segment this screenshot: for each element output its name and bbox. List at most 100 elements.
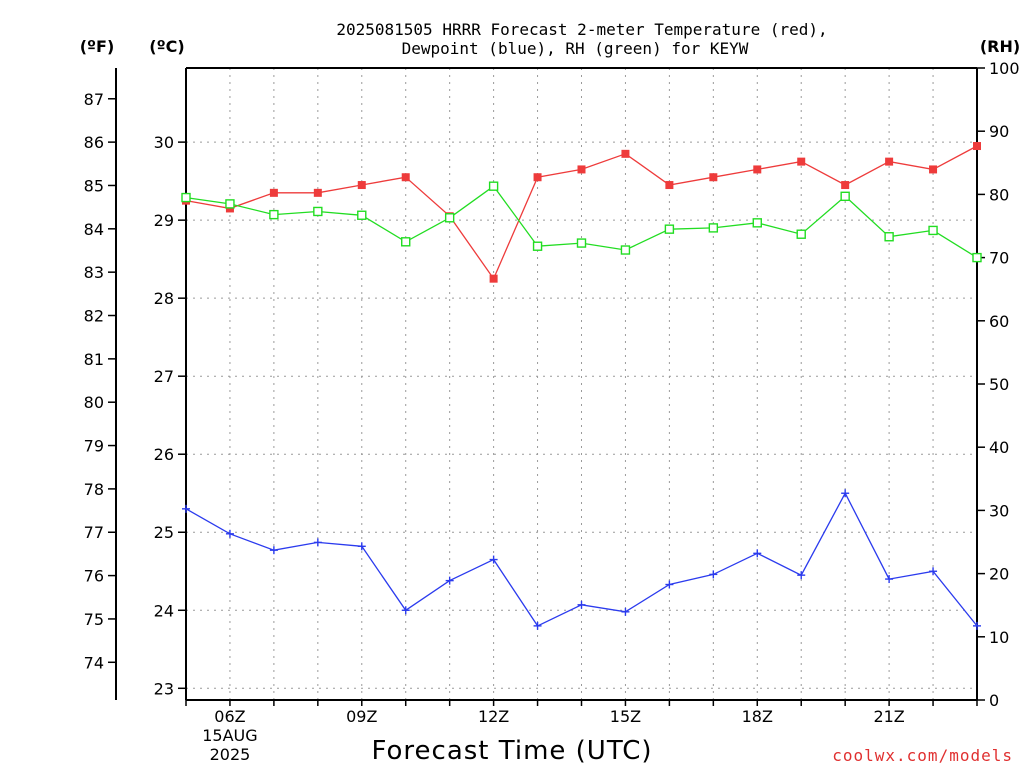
fahrenheit-tick-label: 74 xyxy=(84,653,104,672)
data-point xyxy=(182,504,190,513)
x-tick-label: 15Z xyxy=(610,707,641,726)
celsius-tick-label: 25 xyxy=(154,523,174,542)
x-axis-label: Forecast Time (UTC) xyxy=(371,736,652,766)
data-point xyxy=(269,546,278,555)
data-point xyxy=(577,600,586,609)
data-point xyxy=(532,241,543,251)
data-point xyxy=(928,225,938,236)
data-point xyxy=(269,209,279,220)
fahrenheit-tick-label: 85 xyxy=(84,176,104,195)
data-point xyxy=(357,181,366,190)
data-point xyxy=(709,570,718,579)
celsius-tick-label: 26 xyxy=(154,445,174,464)
rh-tick-label: 30 xyxy=(989,501,1009,520)
data-point xyxy=(753,549,762,558)
data-point xyxy=(797,571,806,580)
rh-tick-label: 40 xyxy=(989,438,1009,457)
fahrenheit-tick-label: 83 xyxy=(84,263,104,282)
data-point xyxy=(973,142,981,151)
data-point xyxy=(225,199,235,209)
data-point xyxy=(665,181,674,190)
data-point xyxy=(313,188,322,197)
data-point xyxy=(401,237,411,247)
data-point xyxy=(444,213,455,223)
fahrenheit-tick-label: 80 xyxy=(84,393,104,412)
data-point xyxy=(489,274,498,283)
data-point xyxy=(665,580,674,589)
fahrenheit-unit-label: (ºF) xyxy=(80,37,115,56)
series-open-square xyxy=(181,181,982,263)
chart-title-line1: 2025081505 HRRR Forecast 2-meter Tempera… xyxy=(336,20,827,39)
data-point xyxy=(709,173,718,182)
celsius-tick-label: 30 xyxy=(154,133,174,152)
data-point xyxy=(708,223,719,233)
data-point xyxy=(884,232,894,242)
fahrenheit-tick-label: 75 xyxy=(84,610,104,629)
x-tick-label: 12Z xyxy=(478,707,509,726)
data-point xyxy=(577,165,586,174)
data-point xyxy=(488,181,499,191)
data-point xyxy=(753,165,762,174)
celsius-tick-label: 24 xyxy=(154,601,174,620)
celsius-tick-label: 29 xyxy=(154,211,174,230)
rh-tick-label: 20 xyxy=(989,565,1009,584)
x-tick-label: 21Z xyxy=(873,707,904,726)
rh-unit-label: (RH) xyxy=(980,37,1020,56)
data-point xyxy=(445,576,454,585)
axes: 23 24 25 26 27 28 29 30 74 75 76 77 78 79 80 81 82 83 84 85… xyxy=(84,59,1020,764)
x-tick-label: 09Z xyxy=(346,707,377,726)
fahrenheit-tick-label: 77 xyxy=(84,523,104,542)
data-point xyxy=(313,206,323,217)
fahrenheit-tick-label: 84 xyxy=(84,220,104,239)
celsius-tick-label: 27 xyxy=(154,367,174,386)
data-point xyxy=(885,575,894,584)
data-point xyxy=(621,607,630,616)
rh-tick-label: 0 xyxy=(989,691,999,710)
data-point xyxy=(225,529,234,538)
data-point xyxy=(664,224,675,234)
data-point xyxy=(357,542,366,551)
rh-tick-label: 10 xyxy=(989,628,1009,647)
x-tick-label: 06Z xyxy=(214,707,245,726)
data-point xyxy=(972,252,982,263)
data-point xyxy=(620,245,631,255)
data-point xyxy=(621,149,630,158)
series-plus xyxy=(182,489,981,630)
data-point xyxy=(576,238,587,248)
fahrenheit-tick-label: 87 xyxy=(84,90,104,109)
rh-tick-label: 90 xyxy=(989,122,1009,141)
x-tick-date: 15AUG xyxy=(202,726,257,745)
data-point xyxy=(752,218,762,228)
data-point xyxy=(973,621,981,630)
fahrenheit-tick-label: 76 xyxy=(84,567,104,586)
fahrenheit-tick-label: 79 xyxy=(84,437,104,456)
data-point xyxy=(841,181,850,190)
fahrenheit-tick-label: 78 xyxy=(84,480,104,499)
fahrenheit-tick-label: 82 xyxy=(84,307,104,326)
data-point xyxy=(533,621,542,630)
chart-title-line2: Dewpoint (blue), RH (green) for KEYW xyxy=(402,39,749,58)
x-tick-label: 18Z xyxy=(742,707,773,726)
data-point xyxy=(885,157,894,166)
source-credit: coolwx.com/models xyxy=(832,746,1013,765)
rh-tick-label: 50 xyxy=(989,375,1009,394)
data-point xyxy=(401,173,410,182)
fahrenheit-tick-label: 81 xyxy=(84,350,104,369)
x-tick-year: 2025 xyxy=(210,745,251,764)
data-point xyxy=(489,555,498,564)
celsius-tick-label: 28 xyxy=(154,289,174,308)
data-point xyxy=(401,606,410,615)
data-point xyxy=(181,192,191,203)
data-point xyxy=(840,191,850,201)
data-point xyxy=(929,567,938,576)
data-point xyxy=(796,229,806,239)
data-point xyxy=(313,538,322,547)
celsius-tick-label: 23 xyxy=(154,679,174,698)
data-point xyxy=(269,188,278,197)
data-point xyxy=(797,157,806,166)
rh-tick-label: 80 xyxy=(989,185,1009,204)
data-point xyxy=(533,173,542,182)
rh-tick-label: 60 xyxy=(989,312,1009,331)
rh-tick-label: 100 xyxy=(989,59,1020,78)
